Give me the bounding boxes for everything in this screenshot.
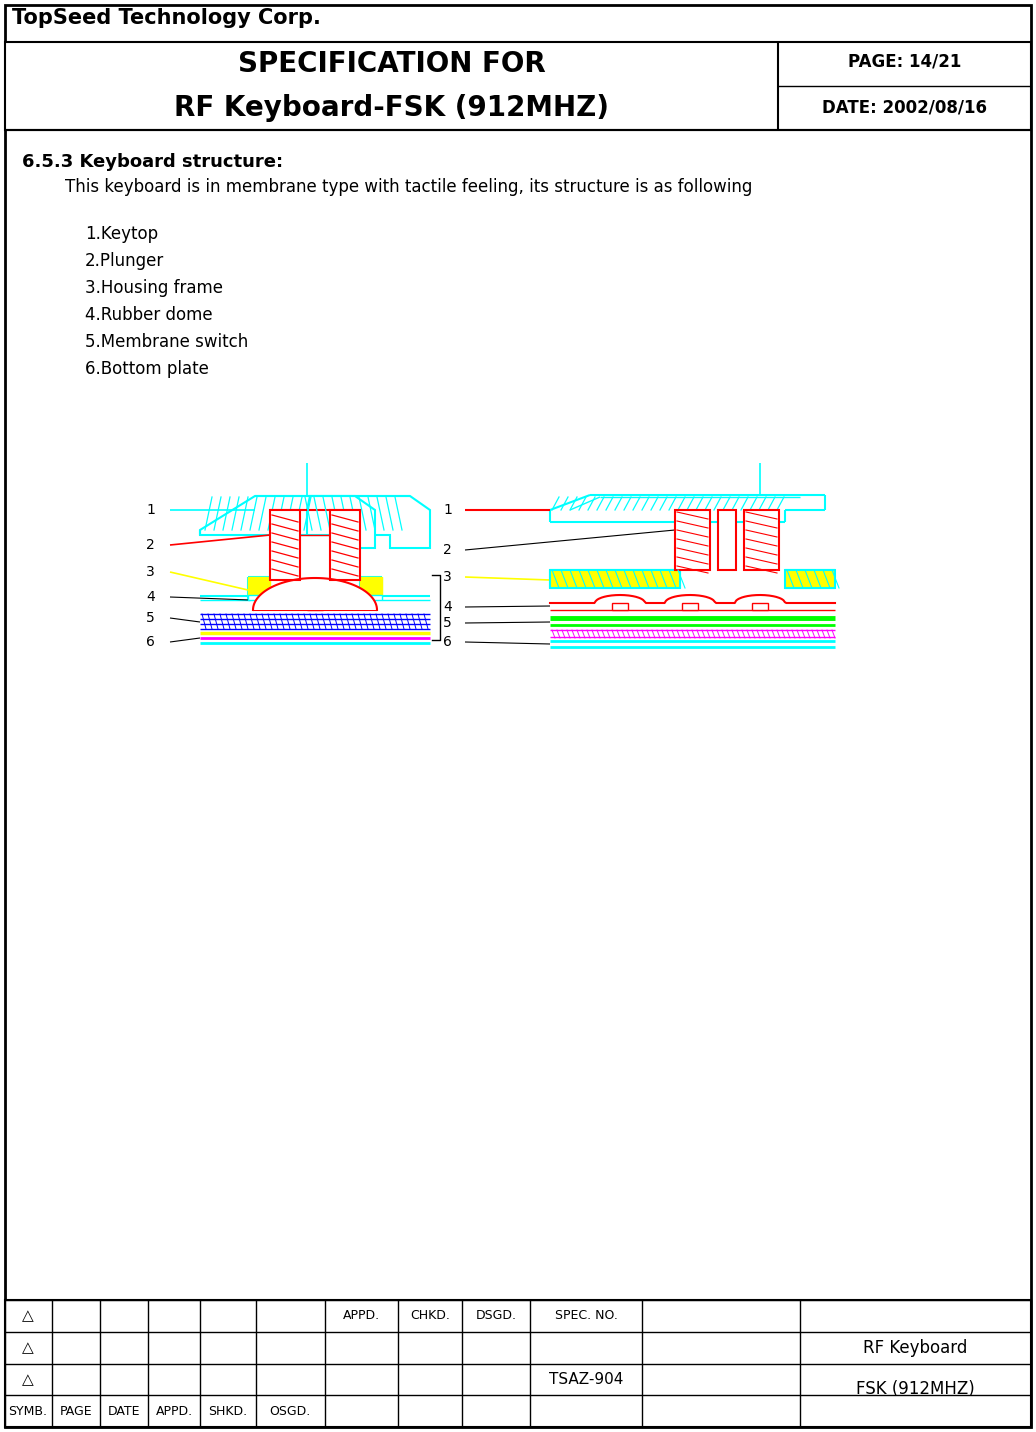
Text: PAGE: 14/21: PAGE: 14/21 xyxy=(848,53,961,72)
Text: 5.Membrane switch: 5.Membrane switch xyxy=(85,334,249,351)
Text: 3.Housing frame: 3.Housing frame xyxy=(85,279,223,296)
Text: 2: 2 xyxy=(443,543,452,557)
Text: PAGE: PAGE xyxy=(60,1405,92,1418)
Bar xyxy=(675,510,710,570)
Text: 6.5.3 Keyboard structure:: 6.5.3 Keyboard structure: xyxy=(22,153,283,170)
Text: RF Keyboard: RF Keyboard xyxy=(863,1339,968,1356)
Bar xyxy=(682,603,698,610)
Text: This keyboard is in membrane type with tactile feeling, its structure is as foll: This keyboard is in membrane type with t… xyxy=(65,178,752,196)
Bar xyxy=(359,577,382,596)
Text: △: △ xyxy=(22,1340,34,1355)
Text: CHKD.: CHKD. xyxy=(410,1309,450,1322)
Bar xyxy=(744,510,779,570)
Text: SYMB.: SYMB. xyxy=(8,1405,48,1418)
Polygon shape xyxy=(307,495,375,548)
Bar xyxy=(5,42,1031,130)
Text: SPECIFICATION FOR: SPECIFICATION FOR xyxy=(238,50,546,77)
Bar xyxy=(752,603,768,610)
Text: 5: 5 xyxy=(443,616,452,630)
Text: 6: 6 xyxy=(146,634,155,649)
Text: TopSeed Technology Corp.: TopSeed Technology Corp. xyxy=(12,9,321,29)
Bar xyxy=(550,570,680,589)
Text: △: △ xyxy=(22,1309,34,1323)
Text: 4: 4 xyxy=(146,590,155,604)
Text: APPD.: APPD. xyxy=(155,1405,193,1418)
Text: △: △ xyxy=(22,1372,34,1386)
Text: TSAZ-904: TSAZ-904 xyxy=(549,1372,624,1386)
Text: 3: 3 xyxy=(146,566,155,579)
Text: 1.Keytop: 1.Keytop xyxy=(85,225,159,243)
Text: 4.Rubber dome: 4.Rubber dome xyxy=(85,306,212,324)
Bar xyxy=(330,510,359,580)
Text: DATE: DATE xyxy=(108,1405,140,1418)
Text: SHKD.: SHKD. xyxy=(208,1405,248,1418)
Text: 1: 1 xyxy=(146,503,155,517)
Text: 2.Plunger: 2.Plunger xyxy=(85,252,165,271)
Text: FSK (912MHZ): FSK (912MHZ) xyxy=(856,1380,975,1398)
Text: 4: 4 xyxy=(443,600,452,614)
Polygon shape xyxy=(200,495,430,548)
Text: DSGD.: DSGD. xyxy=(476,1309,517,1322)
Text: 5: 5 xyxy=(146,611,155,624)
Bar xyxy=(248,596,270,600)
Text: DATE: 2002/08/16: DATE: 2002/08/16 xyxy=(823,99,987,117)
Bar xyxy=(270,510,300,580)
Text: OSGD.: OSGD. xyxy=(269,1405,311,1418)
Bar xyxy=(359,596,382,600)
Text: RF Keyboard‑FSK (912MHZ): RF Keyboard‑FSK (912MHZ) xyxy=(174,95,609,122)
Text: 3: 3 xyxy=(443,570,452,584)
Text: APPD.: APPD. xyxy=(343,1309,379,1322)
Bar xyxy=(718,510,736,570)
Bar xyxy=(612,603,628,610)
Text: 1: 1 xyxy=(443,503,452,517)
Text: 6.Bottom plate: 6.Bottom plate xyxy=(85,359,209,378)
Bar xyxy=(785,570,835,589)
Text: 6: 6 xyxy=(443,634,452,649)
Text: SPEC. NO.: SPEC. NO. xyxy=(554,1309,617,1322)
Text: 2: 2 xyxy=(146,538,155,551)
Polygon shape xyxy=(253,579,377,610)
Bar xyxy=(248,577,270,596)
Bar xyxy=(5,1300,1031,1428)
